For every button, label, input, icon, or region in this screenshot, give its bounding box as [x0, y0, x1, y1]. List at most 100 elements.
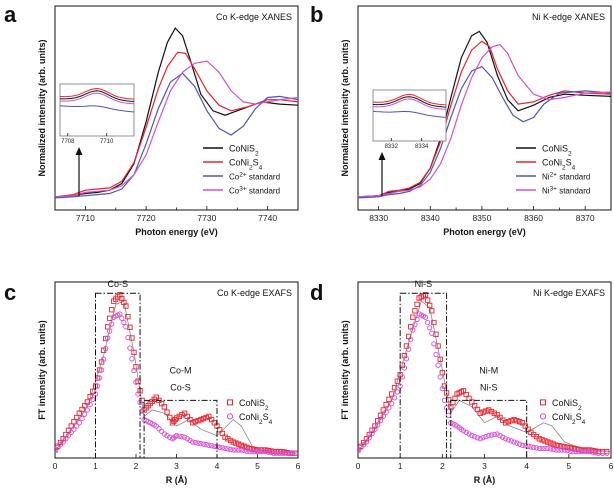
y-axis-label: Normalized intensity (arb. units)	[340, 39, 350, 176]
data-point-square	[257, 447, 263, 453]
data-point-circle	[369, 430, 375, 437]
shell-box-2	[450, 399, 528, 459]
data-point-square	[516, 419, 523, 425]
x-tick-label: 0	[53, 461, 58, 471]
y-axis-label: Normalized intensity (arb. units)	[37, 39, 47, 176]
data-point-square	[203, 414, 209, 421]
data-point-square	[73, 414, 80, 421]
data-point-circle	[511, 439, 517, 445]
data-point-circle	[366, 435, 372, 441]
data-point-circle	[545, 445, 551, 452]
plot-area	[358, 30, 611, 199]
data-point-square	[131, 349, 137, 356]
data-point-square	[539, 437, 545, 443]
data-point-circle	[389, 400, 395, 407]
series-line-CoNi2S4	[55, 51, 298, 198]
data-point-circle	[570, 448, 576, 455]
data-point-square	[230, 439, 236, 445]
data-point-square	[573, 446, 579, 452]
data-point-square	[522, 423, 528, 429]
inset-line-CoNi2S4	[59, 87, 135, 100]
data-point-circle	[198, 440, 204, 447]
data-point-square	[511, 416, 517, 423]
data-point-square	[200, 415, 207, 422]
data-point-square	[497, 414, 503, 421]
data-point-square	[90, 388, 96, 394]
x-axis-label: R (Å)	[166, 475, 188, 485]
data-point-circle	[358, 447, 361, 453]
data-point-circle	[161, 431, 168, 437]
data-point-square	[383, 402, 389, 408]
data-point-circle	[195, 440, 201, 446]
data-point-square	[486, 407, 492, 413]
data-point-square	[187, 416, 193, 423]
data-point-circle	[412, 322, 418, 328]
data-point-square	[422, 292, 429, 298]
data-point-square	[542, 438, 548, 444]
data-point-circle	[508, 438, 514, 444]
legend-entry: Co3+ standard	[229, 185, 280, 196]
inset-line-Ni3+ standard	[373, 98, 447, 110]
data-point-square	[584, 447, 590, 453]
data-point-circle	[519, 442, 526, 448]
data-point-square	[488, 408, 495, 415]
x-tick-label: 7730	[197, 213, 216, 223]
x-tick-label: 8360	[524, 213, 543, 223]
data-point-circle	[460, 428, 467, 434]
x-tick-label: 6	[296, 461, 301, 471]
data-point-square	[494, 412, 500, 418]
data-point-circle	[158, 428, 165, 434]
data-point-circle	[500, 434, 506, 440]
first-shell-label: Co-S	[108, 279, 129, 289]
data-point-square	[249, 446, 255, 452]
data-point-square	[491, 410, 497, 416]
x-axis-label: R (Å)	[474, 475, 496, 485]
data-point-circle	[427, 325, 433, 331]
data-point-square	[474, 406, 481, 413]
data-point-circle	[375, 422, 381, 428]
data-point-square	[169, 420, 176, 426]
data-point-square	[369, 427, 375, 433]
data-point-square	[463, 391, 469, 398]
data-point-circle	[547, 446, 554, 452]
data-point-square	[412, 308, 418, 314]
data-point-circle	[561, 447, 568, 453]
data-point-square	[276, 448, 282, 455]
data-point-circle	[192, 439, 199, 446]
data-point-circle	[576, 448, 582, 455]
data-point-circle	[431, 341, 437, 347]
data-point-circle	[179, 434, 185, 440]
data-point-square	[222, 434, 228, 440]
data-point-circle	[90, 396, 96, 402]
x-tick-label: 4	[524, 461, 529, 471]
data-point-square	[171, 418, 177, 424]
data-point-square	[153, 394, 159, 400]
legend-marker-square	[540, 399, 546, 406]
data-point-circle	[257, 448, 263, 455]
data-point-circle	[117, 311, 123, 317]
data-point-circle	[441, 397, 448, 404]
series-line-Co2+ standard	[55, 72, 298, 199]
data-point-circle	[486, 432, 492, 439]
data-point-circle	[233, 447, 239, 453]
data-point-circle	[401, 365, 408, 371]
data-point-circle	[480, 435, 486, 441]
data-point-circle	[491, 431, 497, 438]
data-point-square	[179, 412, 185, 418]
data-point-square	[435, 343, 441, 349]
data-point-circle	[592, 450, 599, 456]
data-point-square	[480, 409, 486, 415]
data-point-circle	[276, 450, 282, 456]
data-point-circle	[96, 375, 103, 381]
x-tick-label: 7720	[137, 213, 156, 223]
shell-box-2	[143, 399, 218, 459]
data-point-circle	[65, 432, 72, 439]
data-point-circle	[386, 405, 392, 411]
second-shell-label-a: Ni-M	[479, 365, 498, 375]
data-point-square	[578, 447, 585, 453]
data-point-circle	[105, 335, 111, 341]
data-point-circle	[238, 447, 244, 453]
x-tick-label: 7740	[258, 213, 277, 223]
data-point-square	[82, 403, 88, 409]
data-point-square	[233, 440, 239, 446]
